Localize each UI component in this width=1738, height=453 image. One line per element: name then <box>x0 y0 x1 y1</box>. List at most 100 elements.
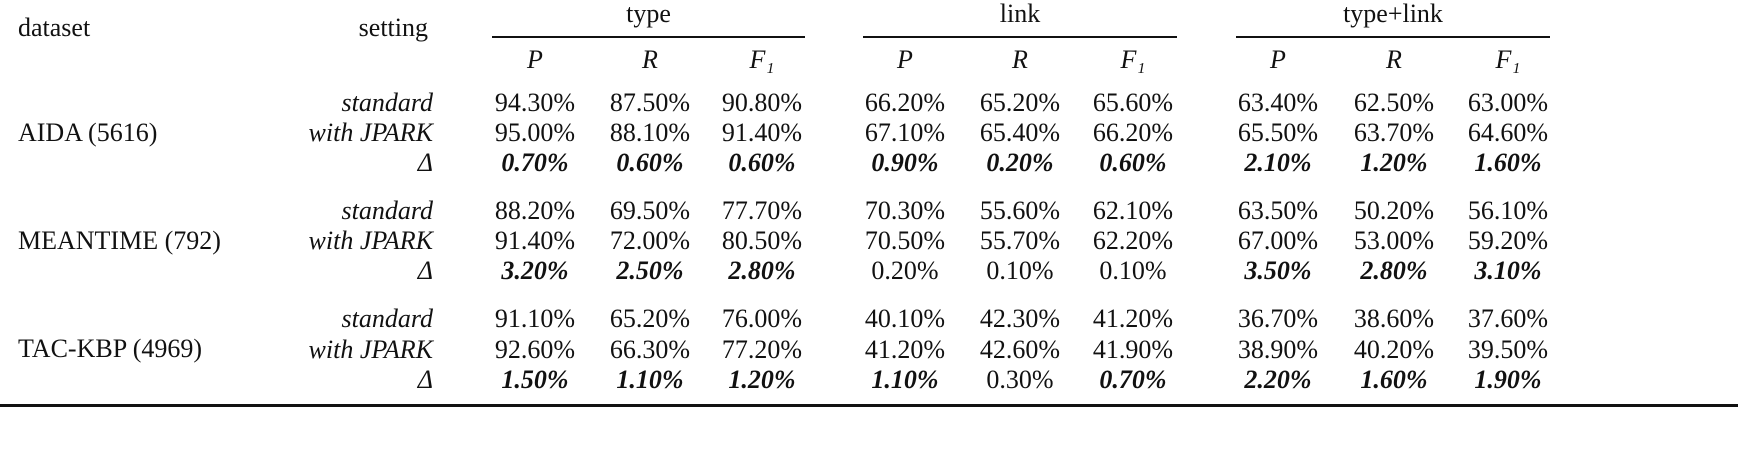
cell-value: 91.40% <box>494 226 576 255</box>
cell-value: 62.20% <box>1092 226 1174 255</box>
cell-value: 91.40% <box>721 118 803 147</box>
dataset-name: AIDA (5616) <box>18 118 158 147</box>
cell-value: 38.90% <box>1237 335 1319 364</box>
cell-value: 80.50% <box>721 226 803 255</box>
cell-value: 77.20% <box>721 335 803 364</box>
cell-value: 66.20% <box>864 88 946 117</box>
cell-value: 1.50% <box>501 365 569 394</box>
cell-value: 40.10% <box>864 304 946 333</box>
cell-value: 0.10% <box>1099 256 1167 285</box>
cell-value: 1.10% <box>871 365 939 394</box>
cell-value: 55.70% <box>979 226 1061 255</box>
cell-value: 91.10% <box>494 304 576 333</box>
cell-value: 38.60% <box>1353 304 1435 333</box>
bottom-rule <box>0 404 1738 407</box>
cell-value: 90.80% <box>721 88 803 117</box>
setting-label: standard <box>341 196 434 225</box>
cell-value: 70.50% <box>864 226 946 255</box>
cell-value: 56.10% <box>1467 196 1549 225</box>
cell-value: 62.10% <box>1092 196 1174 225</box>
group-rule <box>863 36 1177 38</box>
cell-value: 0.20% <box>871 256 939 285</box>
setting-label: standard <box>341 88 434 117</box>
cell-value: 0.60% <box>728 148 796 177</box>
cell-value: 63.50% <box>1237 196 1319 225</box>
cell-value: 42.60% <box>979 335 1061 364</box>
cell-value: 0.70% <box>1099 365 1167 394</box>
dataset-header: dataset <box>18 13 91 42</box>
setting-label: standard <box>341 304 434 333</box>
cell-value: 64.60% <box>1467 118 1549 147</box>
cell-value: 59.20% <box>1467 226 1549 255</box>
metric-header: R <box>1012 45 1028 74</box>
cell-value: 1.60% <box>1474 148 1542 177</box>
setting-label: with JPARK <box>308 118 433 147</box>
dataset-name: TAC-KBP (4969) <box>18 334 203 363</box>
cell-value: 66.20% <box>1092 118 1174 147</box>
cell-value: 41.20% <box>1092 304 1174 333</box>
cell-value: 63.70% <box>1353 118 1435 147</box>
cell-value: 39.50% <box>1467 335 1549 364</box>
cell-value: 0.10% <box>986 256 1054 285</box>
cell-value: 62.50% <box>1353 88 1435 117</box>
cell-value: 41.20% <box>864 335 946 364</box>
group-header: link <box>999 0 1041 28</box>
cell-value: 94.30% <box>494 88 576 117</box>
cell-value: 3.10% <box>1474 256 1542 285</box>
cell-value: 1.20% <box>1360 148 1428 177</box>
cell-value: 37.60% <box>1467 304 1549 333</box>
cell-value: 0.90% <box>871 148 939 177</box>
cell-value: 1.60% <box>1360 365 1428 394</box>
metric-header: P <box>897 45 913 74</box>
metric-header: R <box>1386 45 1402 74</box>
cell-value: 1.20% <box>728 365 796 394</box>
cell-value: 67.00% <box>1237 226 1319 255</box>
metric-header: F₁ <box>749 45 775 74</box>
cell-value: 50.20% <box>1353 196 1435 225</box>
metric-header: R <box>642 45 658 74</box>
cell-value: 65.20% <box>609 304 691 333</box>
cell-value: 53.00% <box>1353 226 1435 255</box>
cell-value: 0.30% <box>986 365 1054 394</box>
cell-value: 1.10% <box>616 365 684 394</box>
cell-value: 69.50% <box>609 196 691 225</box>
cell-value: 95.00% <box>494 118 576 147</box>
metric-header: F₁ <box>1495 45 1521 74</box>
group-header: type <box>626 0 671 28</box>
setting-label: with JPARK <box>308 226 433 255</box>
cell-value: 2.80% <box>728 256 796 285</box>
cell-value: 65.60% <box>1092 88 1174 117</box>
cell-value: 2.80% <box>1360 256 1428 285</box>
setting-header: setting <box>358 13 428 42</box>
group-header: type+link <box>1343 0 1443 28</box>
cell-value: 0.60% <box>616 148 684 177</box>
setting-label: Δ <box>417 365 433 394</box>
metric-header: P <box>527 45 543 74</box>
group-rule <box>492 36 805 38</box>
setting-label: with JPARK <box>308 335 433 364</box>
cell-value: 88.10% <box>609 118 691 147</box>
cell-value: 0.70% <box>501 148 569 177</box>
cell-value: 2.50% <box>616 256 684 285</box>
cell-value: 72.00% <box>609 226 691 255</box>
metric-header: F₁ <box>1120 45 1146 74</box>
cell-value: 66.30% <box>609 335 691 364</box>
cell-value: 3.50% <box>1244 256 1312 285</box>
setting-label: Δ <box>417 148 433 177</box>
cell-value: 65.50% <box>1237 118 1319 147</box>
cell-value: 0.60% <box>1099 148 1167 177</box>
cell-value: 0.20% <box>986 148 1054 177</box>
cell-value: 76.00% <box>721 304 803 333</box>
dataset-name: MEANTIME (792) <box>18 226 221 255</box>
group-rule <box>1236 36 1550 38</box>
cell-value: 67.10% <box>864 118 946 147</box>
cell-value: 65.40% <box>979 118 1061 147</box>
cell-value: 36.70% <box>1237 304 1319 333</box>
cell-value: 42.30% <box>979 304 1061 333</box>
metric-header: P <box>1270 45 1286 74</box>
cell-value: 41.90% <box>1092 335 1174 364</box>
cell-value: 77.70% <box>721 196 803 225</box>
cell-value: 63.40% <box>1237 88 1319 117</box>
cell-value: 70.30% <box>864 196 946 225</box>
cell-value: 1.90% <box>1474 365 1542 394</box>
